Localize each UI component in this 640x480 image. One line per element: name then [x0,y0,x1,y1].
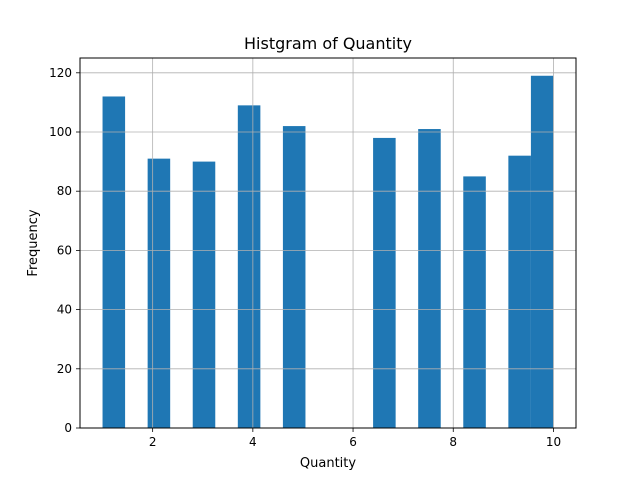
y-tick-label-20: 20 [57,362,72,376]
bar-10 [530,75,554,428]
x-tick-label-8: 8 [449,435,457,449]
bar-1 [147,158,171,428]
y-tick-label-60: 60 [57,243,72,257]
x-axis-ticks: 2 4 6 8 10 [149,428,561,449]
bars [102,75,554,429]
plot-frame [79,57,577,429]
x-tick-label-6: 6 [349,435,357,449]
bar-8 [463,176,486,428]
y-tick-label-100: 100 [49,125,72,139]
x-tick-label-2: 2 [149,435,157,449]
bar-2 [192,161,216,428]
y-axis-ticks: 0 20 40 60 80 100 120 [49,66,80,435]
bar-0 [102,96,126,428]
y-tick-label-80: 80 [57,184,72,198]
bar-7 [418,129,441,429]
bar-6 [373,137,396,429]
bar-3 [237,105,261,429]
y-tick-label-0: 0 [64,421,72,435]
x-tick-label-4: 4 [249,435,257,449]
bar-9 [508,155,531,428]
y-axis-label: Frequency [26,209,41,276]
x-axis-label: Quantity [300,456,356,471]
y-tick-label-40: 40 [57,303,72,317]
y-tick-label-120: 120 [49,66,72,80]
chart-title: Histgram of Quantity [244,34,412,53]
bar-4 [282,126,306,428]
x-tick-label-10: 10 [546,435,561,449]
